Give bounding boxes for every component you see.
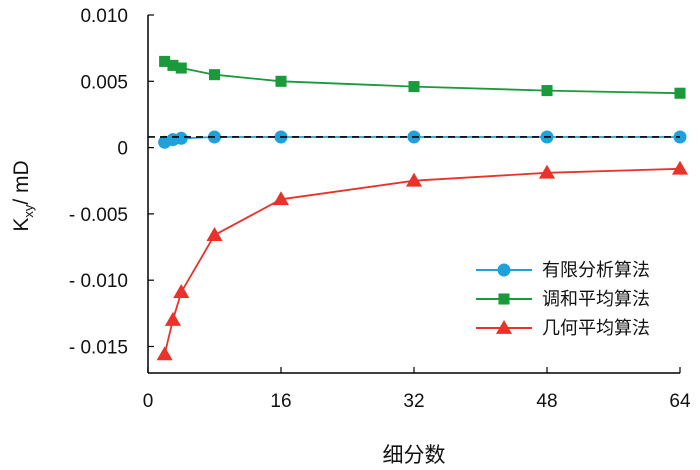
x-tick-label: 0 xyxy=(143,391,154,412)
legend-marker xyxy=(495,319,513,334)
data-point xyxy=(167,59,179,71)
x-tick-label: 32 xyxy=(403,391,424,412)
series-1 xyxy=(158,130,687,149)
x-tick-label: 16 xyxy=(270,391,291,412)
data-point xyxy=(156,346,173,361)
data-point xyxy=(272,191,290,206)
data-point xyxy=(541,85,553,97)
data-point xyxy=(174,131,188,145)
data-point xyxy=(405,172,423,187)
legend-marker xyxy=(498,293,510,305)
legend-label: 有限分析算法 xyxy=(542,260,650,280)
series-2 xyxy=(159,55,686,99)
plot-area xyxy=(148,55,689,361)
series-line xyxy=(164,60,681,95)
data-point xyxy=(671,160,689,175)
y-tick-label: - 0.010 xyxy=(69,271,128,292)
data-point xyxy=(206,227,223,241)
data-point xyxy=(173,284,190,298)
y-tick-label: 0.005 xyxy=(80,72,128,93)
x-tick-label: 48 xyxy=(536,391,557,412)
y-axis-title-unit: / mD xyxy=(10,160,33,204)
y-tick-label: 0.010 xyxy=(80,6,128,27)
legend-marker xyxy=(497,263,511,277)
data-point xyxy=(159,55,171,67)
x-axis-title: 细分数 xyxy=(383,444,446,467)
y-tick-label: - 0.015 xyxy=(69,337,128,358)
data-point xyxy=(538,164,556,179)
data-point xyxy=(208,69,221,81)
data-point xyxy=(674,87,686,99)
legend-item: 有限分析算法 xyxy=(476,260,650,280)
y-axis-title-subscript: xy xyxy=(21,204,36,218)
data-point xyxy=(175,62,187,74)
y-ticks: 0.010 0.005 0 - 0.005 - 0.010 - 0.015 xyxy=(69,6,154,358)
y-tick-label: 0 xyxy=(117,139,128,160)
y-tick-label: - 0.005 xyxy=(69,205,128,226)
x-tick-label: 64 xyxy=(669,391,691,412)
data-point xyxy=(164,311,181,326)
x-ticks: 0 16 32 48 64 xyxy=(143,367,691,412)
data-point xyxy=(275,75,287,87)
legend-label: 几何平均算法 xyxy=(542,318,650,338)
series-3 xyxy=(156,160,689,361)
data-point xyxy=(408,81,420,93)
series-line xyxy=(164,136,680,144)
legend-item: 几何平均算法 xyxy=(476,318,650,338)
legend-item: 调和平均算法 xyxy=(476,289,650,309)
legend-label: 调和平均算法 xyxy=(542,289,650,309)
y-axis-title: Kxy/ mD xyxy=(10,160,36,231)
y-axis-title-main: K xyxy=(10,218,33,232)
